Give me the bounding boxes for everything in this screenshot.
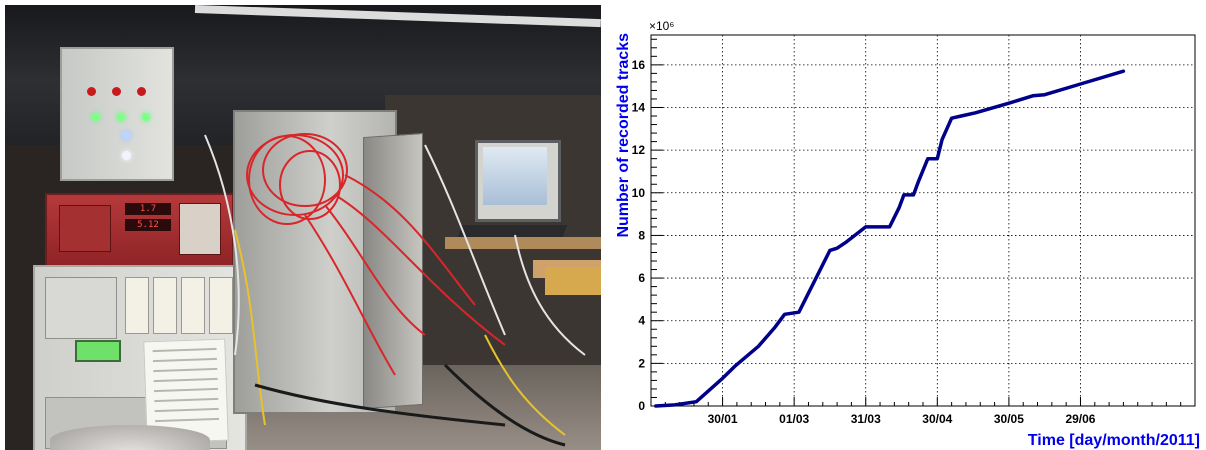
x-tick-label: 30/04 [922,412,952,426]
desk [445,237,601,249]
x-tick-labels: 30/01 01/03 31/03 30/04 30/05 29/06 [708,412,1096,426]
monitor-screen [483,147,547,205]
y-tick-label: 14 [632,100,646,114]
hv-controls [59,205,111,252]
foreground-object [50,425,210,450]
white-cables [204,134,586,356]
grid [651,35,1195,406]
hv-display-bottom: 5.12 [125,219,171,231]
x-tick-label: 31/03 [851,412,881,426]
green-led-icon [142,113,150,121]
y-tick-label: 8 [638,228,645,242]
hv-display-top: 1.7 [125,203,171,215]
rack-module [181,277,205,334]
high-voltage-unit: 1.7 5.12 [45,193,234,267]
hv-keypad [179,203,221,255]
y-tick-label: 0 [638,399,645,413]
red-switch-icon [87,87,96,96]
y-tick-label: 12 [632,143,646,157]
rack-module [209,277,233,334]
x-axis-title: Time [day/month/2011] [1028,432,1200,449]
series-line [654,69,1126,408]
x-tick-label: 29/06 [1065,412,1095,426]
y-tick-label: 6 [638,271,645,285]
y-tick-label: 2 [638,356,645,370]
green-led-icon [92,113,100,121]
red-cable-coil [246,133,506,376]
rack-module [125,277,149,334]
x-tick-label: 01/03 [779,412,809,426]
y-axis-title: Number of recorded tracks [615,33,632,238]
y-multiplier-label: ×10⁶ [649,19,674,33]
cables-overlay [204,133,586,447]
rack-panel [45,277,117,339]
red-switch-icon [112,87,121,96]
black-cables [254,363,566,447]
white-led-icon [122,151,131,160]
blue-led-icon [122,131,131,140]
y-tick-label: 16 [632,58,646,72]
red-switch-icon [137,87,146,96]
chart-background [606,0,1206,450]
x-tick-label: 30/01 [708,412,738,426]
x-tick-label: 30/05 [994,412,1024,426]
equipment-photo: 1.7 5.12 [5,5,601,450]
rack-module [153,277,177,334]
control-box [60,47,174,181]
storage-bin [545,267,601,295]
green-led-icon [117,113,125,121]
yellow-cables [234,229,566,436]
y-tick-label: 4 [638,314,645,328]
lcd-display [75,340,121,362]
axis-ticks [651,38,1182,407]
tracks-chart: 30/01 01/03 31/03 30/04 30/05 29/06 0 2 4 6 8 10 12… [606,0,1206,450]
series [654,69,1126,408]
y-tick-labels: 0 2 4 6 8 10 12 14 16 [632,58,646,413]
y-tick-label: 10 [632,186,646,200]
